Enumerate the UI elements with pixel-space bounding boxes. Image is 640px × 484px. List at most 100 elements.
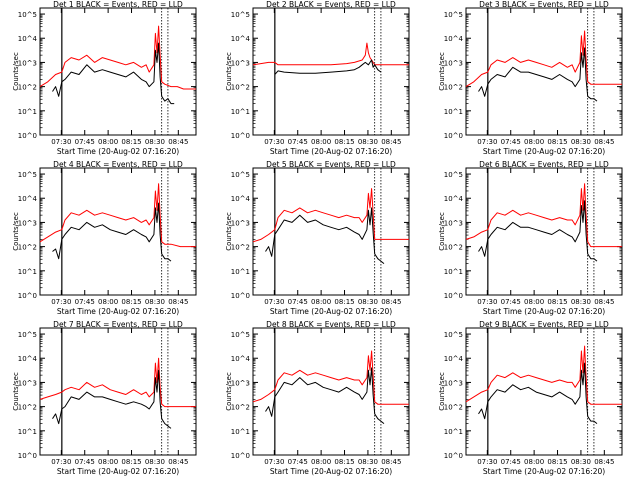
plot-frame	[465, 327, 623, 456]
y-tick-label: 10^5	[18, 171, 37, 179]
y-tick-label: 10^1	[444, 428, 463, 436]
y-tick-label: 10^3	[231, 219, 250, 227]
y-axis-label: Counts/sec	[225, 212, 233, 251]
panel-title: Det 4 BLACK = Events, RED = LLD	[53, 160, 183, 169]
x-tick-label: 07:45	[288, 298, 308, 306]
x-tick-label: 08:15	[334, 458, 354, 466]
x-tick-label: 08:30	[145, 298, 165, 306]
panel-det-4: 10^010^110^210^310^410^507:30 07:45 08:00 0…	[12, 160, 197, 316]
x-tick-label: 07:30	[51, 458, 71, 466]
series-line-lld	[252, 350, 409, 405]
panel-det-9: 10^010^110^210^310^410^507:30 07:45 08:00 0…	[438, 320, 623, 476]
x-tick-label: 08:15	[121, 458, 141, 466]
y-tick-label: 10^5	[231, 331, 250, 339]
series-line-events	[52, 202, 172, 262]
y-tick-label: 10^4	[444, 195, 464, 203]
y-tick-label: 10^2	[231, 244, 250, 252]
x-tick-label: 08:30	[571, 298, 591, 306]
y-tick-label: 10^5	[444, 171, 463, 179]
x-tick-label: 08:15	[547, 298, 567, 306]
x-axis-label: Start Time (20-Aug-02 07:16:20)	[57, 467, 179, 476]
panel-title: Det 6 BLACK = Events, RED = LLD	[479, 160, 609, 169]
x-tick-label: 07:30	[477, 298, 497, 306]
y-tick-label: 10^5	[231, 11, 250, 19]
x-tick-label: 08:45	[168, 298, 188, 306]
y-tick-label: 10^0	[231, 292, 250, 300]
x-tick-label: 08:30	[145, 138, 165, 146]
x-tick-label: 08:30	[358, 458, 378, 466]
x-tick-label: 07:45	[288, 458, 308, 466]
x-axis-label: Start Time (20-Aug-02 07:16:20)	[270, 467, 392, 476]
y-tick-label: 10^3	[444, 59, 463, 67]
plot-frame	[252, 327, 410, 456]
panel-det-8: 10^010^110^210^310^410^507:30 07:45 08:00 0…	[225, 320, 410, 476]
x-tick-label: 07:45	[288, 138, 308, 146]
x-tick-label: 07:45	[75, 458, 95, 466]
x-tick-label: 07:30	[51, 138, 71, 146]
y-tick-label: 10^1	[444, 268, 463, 276]
y-tick-label: 10^2	[18, 244, 37, 252]
x-tick-label: 08:45	[594, 138, 614, 146]
x-tick-label: 07:30	[51, 298, 71, 306]
y-tick-label: 10^5	[444, 11, 463, 19]
x-axis-label: Start Time (20-Aug-02 07:16:20)	[270, 147, 392, 156]
y-tick-label: 10^4	[18, 35, 38, 43]
y-tick-label: 10^1	[18, 108, 37, 116]
y-tick-label: 10^5	[444, 331, 463, 339]
x-tick-label: 07:45	[501, 298, 521, 306]
plot-frame	[39, 167, 197, 296]
x-tick-label: 08:00	[524, 458, 544, 466]
y-tick-label: 10^3	[18, 379, 37, 387]
x-axis-label: Start Time (20-Aug-02 07:16:20)	[57, 147, 179, 156]
y-tick-label: 10^2	[444, 404, 463, 412]
x-axis-label: Start Time (20-Aug-02 07:16:20)	[483, 307, 605, 316]
panel-title: Det 1 BLACK = Events, RED = LLD	[53, 0, 183, 9]
x-tick-label: 08:45	[168, 138, 188, 146]
panel-det-2: 10^010^110^210^310^410^507:30 07:45 08:00 0…	[225, 0, 410, 156]
series-line-events	[265, 367, 385, 424]
x-tick-label: 08:15	[121, 298, 141, 306]
y-tick-label: 10^4	[18, 195, 38, 203]
x-tick-label: 08:45	[168, 458, 188, 466]
panel-det-5: 10^010^110^210^310^410^507:30 07:45 08:00 0…	[225, 160, 410, 316]
x-tick-label: 08:00	[524, 138, 544, 146]
x-tick-label: 08:00	[98, 298, 118, 306]
y-tick-label: 10^4	[231, 35, 251, 43]
plot-frame	[465, 167, 623, 296]
y-tick-label: 10^2	[231, 84, 250, 92]
panel-det-7: 10^010^110^210^310^410^507:30 07:45 08:00 0…	[12, 320, 197, 476]
x-tick-label: 08:15	[121, 138, 141, 146]
y-axis-label: Counts/sec	[225, 372, 233, 411]
plot-frame	[39, 327, 197, 456]
x-tick-label: 07:45	[501, 138, 521, 146]
x-tick-label: 08:30	[145, 458, 165, 466]
x-tick-label: 08:15	[334, 298, 354, 306]
series-line-lld	[39, 25, 196, 90]
series-line-events	[265, 207, 385, 264]
plot-frame	[465, 7, 623, 136]
y-tick-label: 10^3	[231, 59, 250, 67]
y-tick-label: 10^5	[231, 171, 250, 179]
y-tick-label: 10^0	[18, 452, 37, 460]
y-tick-label: 10^2	[444, 84, 463, 92]
y-tick-label: 10^2	[18, 84, 37, 92]
x-tick-label: 08:30	[358, 138, 378, 146]
x-axis-label: Start Time (20-Aug-02 07:16:20)	[483, 147, 605, 156]
series-line-events	[52, 369, 172, 429]
x-tick-label: 08:15	[547, 458, 567, 466]
y-tick-label: 10^1	[231, 108, 250, 116]
series-line-events	[478, 200, 598, 262]
y-tick-label: 10^2	[18, 404, 37, 412]
x-tick-label: 07:30	[477, 138, 497, 146]
y-tick-label: 10^3	[444, 219, 463, 227]
y-tick-label: 10^4	[231, 195, 251, 203]
y-tick-label: 10^0	[231, 132, 250, 140]
y-tick-label: 10^1	[18, 268, 37, 276]
x-tick-label: 08:30	[571, 458, 591, 466]
x-tick-label: 08:15	[547, 138, 567, 146]
y-axis-label: Counts/sec	[12, 372, 20, 411]
y-tick-label: 10^0	[444, 452, 463, 460]
y-tick-label: 10^0	[444, 132, 463, 140]
y-tick-label: 10^3	[18, 219, 37, 227]
